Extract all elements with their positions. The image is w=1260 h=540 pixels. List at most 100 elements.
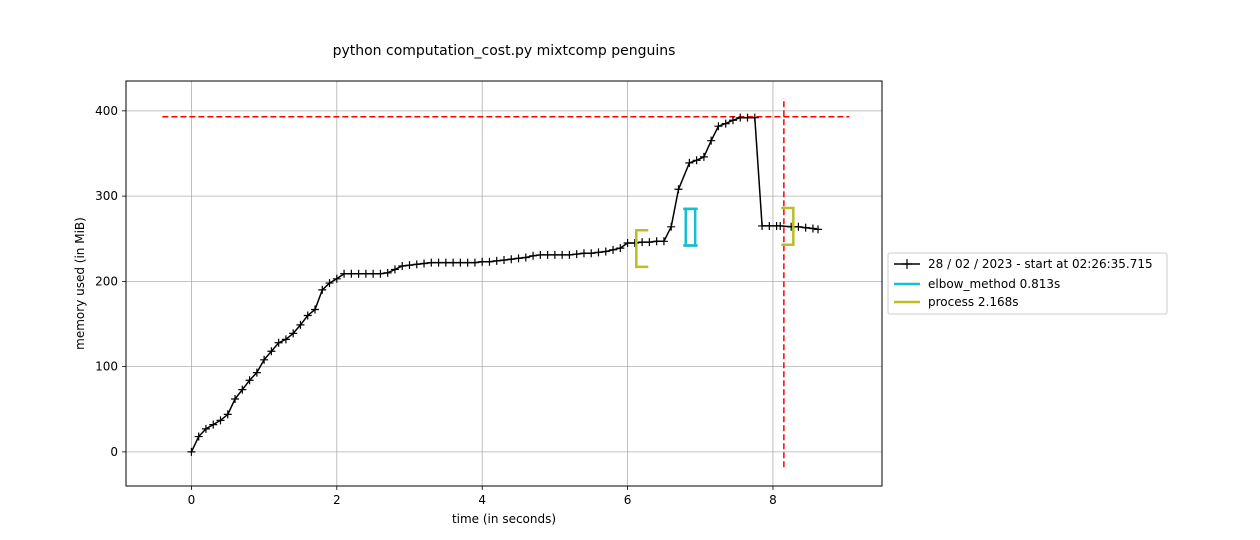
process-end-bracket [781, 206, 795, 246]
data-point [728, 116, 737, 125]
data-point [434, 258, 443, 267]
data-point [463, 258, 472, 267]
series-line [190, 116, 819, 453]
process-start-bracket [635, 228, 649, 269]
x-axis-label: time (in seconds) [452, 512, 556, 526]
data-point [238, 385, 247, 394]
data-point [609, 245, 618, 254]
data-point [216, 416, 225, 425]
x-tick-label: 0 [188, 493, 196, 507]
data-point [347, 269, 356, 278]
data-point [209, 420, 218, 429]
x-tick-label: 4 [478, 493, 486, 507]
data-point [289, 329, 298, 338]
data-point [456, 258, 465, 267]
legend-label-process: process 2.168s [928, 295, 1019, 309]
data-point [594, 248, 603, 257]
data-point [699, 152, 708, 161]
plot-frame [125, 80, 883, 487]
data-point [201, 424, 210, 433]
data-point [303, 311, 312, 320]
y-tick-label: 0 [110, 445, 118, 459]
grid [126, 81, 882, 486]
data-point [231, 395, 240, 404]
data-point [623, 239, 632, 247]
legend-entry-series: 28 / 02 / 2023 - start at 02:26:35.715 [894, 257, 1153, 271]
data-point [616, 244, 625, 253]
data-point [659, 237, 668, 246]
data-point [194, 432, 203, 441]
data-point [736, 113, 745, 122]
data-point [318, 285, 327, 294]
x-tick-label: 2 [333, 493, 341, 507]
axis-ticks: 0 2 4 6 8 0 100 200 300 400 [95, 104, 777, 507]
data-point [565, 250, 574, 259]
data-point [685, 158, 694, 167]
data-point [427, 258, 436, 267]
data-point [500, 256, 508, 265]
data-point [441, 258, 450, 267]
data-point [223, 410, 232, 419]
data-point [383, 268, 392, 277]
data-point [405, 261, 414, 270]
y-tick-label: 400 [95, 104, 118, 118]
data-point [652, 237, 661, 246]
y-tick-label: 200 [95, 274, 118, 288]
data-point [470, 258, 479, 267]
legend-label-elbow-method: elbow_method 0.813s [928, 277, 1060, 291]
legend-box [887, 252, 1168, 315]
data-point [587, 249, 596, 258]
data-point [814, 225, 823, 234]
data-point [361, 269, 370, 278]
data-point [758, 221, 767, 230]
data-point [743, 113, 752, 122]
data-point [808, 224, 817, 233]
data-point [572, 250, 581, 259]
data-point [514, 254, 523, 263]
elbow-method-end-bracket [683, 207, 697, 247]
data-point [707, 136, 716, 145]
legend-label-series: 28 / 02 / 2023 - start at 02:26:35.715 [928, 257, 1153, 271]
data-point [529, 251, 538, 260]
data-point [274, 338, 283, 347]
y-tick-label: 100 [95, 360, 118, 374]
data-point [245, 376, 254, 385]
function-brackets [635, 206, 795, 269]
data-point [750, 113, 759, 122]
data-point [543, 250, 552, 259]
data-point [558, 250, 567, 259]
data-point [801, 223, 810, 232]
data-point [267, 347, 276, 356]
data-point [507, 255, 516, 264]
data-point [332, 274, 341, 283]
data-point [674, 185, 683, 194]
data-point [311, 305, 319, 314]
data-point [579, 249, 588, 258]
y-axis-label: memory used (in MiB) [73, 217, 87, 350]
data-point [296, 320, 305, 329]
data-point [369, 269, 378, 278]
legend-entry-process: process 2.168s [894, 295, 1019, 309]
x-tick-label: 6 [624, 493, 632, 507]
data-point [721, 119, 730, 128]
data-point [521, 253, 530, 262]
data-point [354, 269, 363, 278]
data-point [667, 222, 676, 231]
data-point [692, 156, 701, 165]
data-point [536, 250, 545, 259]
data-point [550, 250, 559, 259]
data-point [412, 260, 421, 269]
data-point [325, 279, 334, 288]
y-tick-label: 300 [95, 189, 118, 203]
data-point [638, 238, 647, 247]
data-point [340, 269, 349, 278]
data-point [601, 247, 610, 256]
data-point [645, 238, 654, 247]
data-point [794, 222, 803, 231]
legend-entry-elbow-method: elbow_method 0.813s [894, 277, 1060, 291]
data-point [630, 239, 639, 247]
data-point [420, 259, 429, 268]
data-point [187, 447, 196, 456]
data-point [714, 122, 723, 131]
